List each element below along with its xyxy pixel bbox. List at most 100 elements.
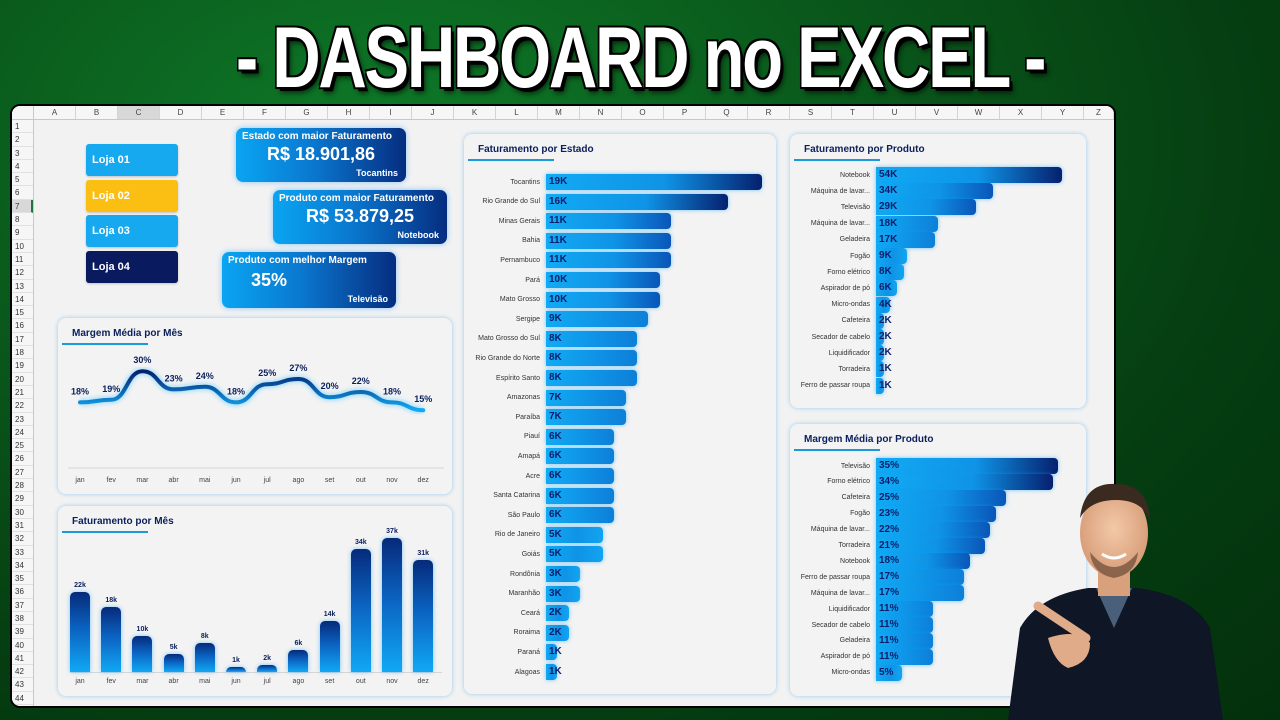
row-header-15[interactable]: 15: [12, 306, 33, 320]
select-all-corner[interactable]: [12, 106, 34, 119]
row-header-2[interactable]: 2: [12, 133, 33, 147]
row-header-30[interactable]: 30: [12, 506, 33, 519]
column-header-s[interactable]: S: [790, 106, 832, 119]
column-header-k[interactable]: K: [454, 106, 496, 119]
bar-row[interactable]: Televisão 29K: [790, 199, 976, 216]
bar-row[interactable]: Mato Grosso 10K: [464, 291, 660, 308]
row-header-24[interactable]: 24: [12, 426, 33, 440]
bar-row[interactable]: Tocantins 19K: [464, 174, 762, 190]
column-header-f[interactable]: F: [244, 106, 286, 119]
bar-row[interactable]: Roraima 2K: [464, 624, 569, 641]
row-header-7[interactable]: 7: [12, 199, 33, 214]
bar-row[interactable]: Santa Catarina 6K: [464, 487, 615, 504]
column-header-z[interactable]: Z: [1084, 106, 1114, 119]
bar-row[interactable]: Alagoas 1K: [464, 664, 562, 680]
row-header-44[interactable]: 44: [12, 692, 33, 706]
bar-row[interactable]: Aspirador de pó 6K: [790, 280, 897, 297]
row-header-1[interactable]: 1: [12, 120, 33, 134]
bar-row[interactable]: Secador de cabelo 11%: [790, 617, 934, 633]
column-header-v[interactable]: V: [916, 106, 958, 119]
row-header-4[interactable]: 4: [12, 160, 33, 174]
chart-revenue-by-product[interactable]: Faturamento por Produto Notebook 54K Máqui…: [790, 134, 1086, 408]
bar-row[interactable]: Paraná 1K: [464, 644, 562, 661]
row-header-23[interactable]: 23: [12, 413, 33, 426]
row-header-18[interactable]: 18: [12, 346, 33, 360]
row-header-36[interactable]: 36: [12, 585, 33, 599]
column-header-u[interactable]: U: [874, 106, 916, 119]
bar-row[interactable]: Rio Grande do Sul 16K: [464, 193, 728, 210]
bar-row[interactable]: Máquina de lavar... 34K: [790, 183, 994, 200]
column-bar[interactable]: [319, 621, 340, 672]
column-header-r[interactable]: R: [748, 106, 790, 119]
bar-row[interactable]: Geladeira 17K: [790, 231, 935, 248]
column-header-a[interactable]: A: [34, 106, 76, 119]
bar-row[interactable]: Forno elétrico 34%: [790, 473, 1053, 490]
column-header-i[interactable]: I: [370, 106, 412, 119]
bar-row[interactable]: Minas Gerais 11K: [464, 213, 672, 230]
column-header-w[interactable]: W: [958, 106, 1000, 119]
column-bar[interactable]: [382, 538, 402, 672]
chart-revenue-by-month[interactable]: Faturamento por Mês 22k jan 18k fev 10k mar 5k…: [58, 506, 452, 696]
bar-row[interactable]: Mato Grosso do Sul 8K: [464, 330, 637, 347]
column-header-n[interactable]: N: [580, 106, 622, 119]
column-bar[interactable]: [70, 592, 90, 672]
column-bar[interactable]: [101, 606, 122, 672]
bar-row[interactable]: Pará 10K: [464, 272, 660, 288]
column-bar[interactable]: [413, 559, 434, 672]
column-bar[interactable]: [226, 667, 246, 672]
bar-row[interactable]: Piauí 6K: [464, 428, 615, 445]
column-header-b[interactable]: B: [76, 106, 118, 119]
column-header-h[interactable]: H: [328, 106, 370, 119]
row-header-28[interactable]: 28: [12, 479, 33, 493]
row-header-35[interactable]: 35: [12, 572, 33, 586]
bar-row[interactable]: Liquidificador 11%: [790, 601, 934, 618]
column-bar[interactable]: [257, 664, 278, 672]
row-header-16[interactable]: 16: [12, 319, 33, 333]
row-header-32[interactable]: 32: [12, 532, 33, 546]
bar-row[interactable]: Amazonas 7K: [464, 389, 626, 406]
bar-row[interactable]: Espírito Santo 8K: [464, 370, 637, 386]
bar-row[interactable]: Cafeteira 25%: [790, 489, 1006, 506]
row-header-21[interactable]: 21: [12, 386, 33, 400]
bar-row[interactable]: Cafeteira 2K: [790, 312, 892, 329]
column-header-x[interactable]: X: [1000, 106, 1042, 119]
bar-row[interactable]: Forno elétrico 8K: [790, 264, 904, 281]
column-header-c[interactable]: C: [118, 106, 160, 119]
column-header-q[interactable]: Q: [706, 106, 748, 119]
store-button-1[interactable]: Loja 01: [86, 144, 178, 176]
store-button-4[interactable]: Loja 04: [86, 250, 178, 283]
row-header-38[interactable]: 38: [12, 612, 33, 626]
column-bar[interactable]: [288, 650, 309, 672]
column-header-m[interactable]: M: [538, 106, 580, 119]
row-header-37[interactable]: 37: [12, 599, 33, 612]
bar-row[interactable]: São Paulo 6K: [464, 507, 615, 524]
bar-row[interactable]: Geladeira 11%: [790, 632, 934, 649]
row-header-31[interactable]: 31: [12, 519, 33, 533]
bar-row[interactable]: Torradeira 21%: [790, 537, 986, 554]
bar-row[interactable]: Amapá 6K: [464, 448, 615, 465]
bar-row[interactable]: Goiás 5K: [464, 546, 603, 563]
row-header-17[interactable]: 17: [12, 333, 33, 347]
row-header-26[interactable]: 26: [12, 452, 33, 466]
row-header-20[interactable]: 20: [12, 373, 33, 386]
bar-row[interactable]: Ferro de passar roupa 17%: [790, 569, 965, 586]
bar-row[interactable]: Micro-ondas 5%: [790, 664, 902, 681]
bar-row[interactable]: Rio Grande do Norte 8K: [464, 350, 637, 367]
store-button-3[interactable]: Loja 03: [86, 215, 178, 247]
bar-row[interactable]: Paraíba 7K: [464, 409, 626, 426]
row-header-41[interactable]: 41: [12, 652, 33, 666]
column-bar[interactable]: [194, 643, 215, 672]
row-header-11[interactable]: 11: [12, 253, 33, 267]
chart-margin-by-month[interactable]: Margem Média por Mês 18% jan 19% fev 30% mar 2…: [58, 318, 452, 494]
store-button-2[interactable]: Loja 02: [86, 179, 178, 212]
row-header-22[interactable]: 22: [12, 399, 33, 413]
column-header-t[interactable]: T: [832, 106, 874, 119]
bar-row[interactable]: Rondônia 3K: [464, 566, 581, 582]
bar-row[interactable]: Notebook 54K: [790, 167, 1062, 183]
row-header-8[interactable]: 8: [12, 213, 33, 227]
bar-row[interactable]: Liquidificador 2K: [790, 345, 892, 362]
bar-row[interactable]: Ferro de passar roupa 1K: [790, 377, 892, 394]
row-header-42[interactable]: 42: [12, 665, 33, 679]
row-header-12[interactable]: 12: [12, 266, 33, 280]
row-header-10[interactable]: 10: [12, 240, 33, 253]
